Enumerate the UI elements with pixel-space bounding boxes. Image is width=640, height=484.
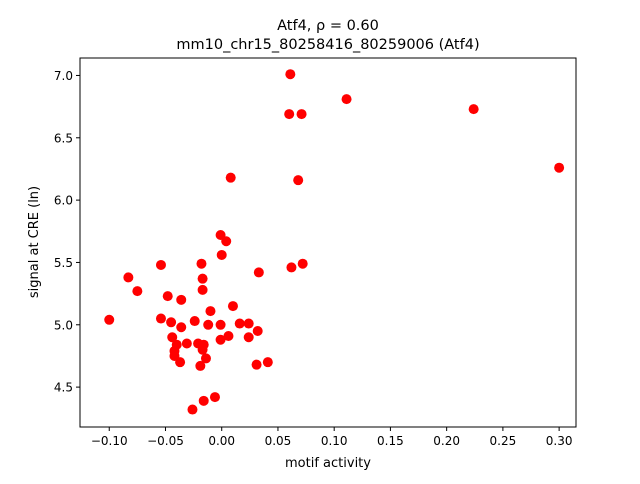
y-tick-label: 6.5 xyxy=(54,131,73,145)
y-tick-label: 5.0 xyxy=(54,318,73,332)
y-tick-label: 7.0 xyxy=(54,69,73,83)
data-point xyxy=(198,395,209,406)
points-layer xyxy=(104,69,565,415)
data-point xyxy=(468,104,479,115)
data-point xyxy=(176,322,187,333)
data-point xyxy=(104,314,115,325)
x-tick-label: 0.20 xyxy=(433,434,460,448)
chart-subtitle: mm10_chr15_80258416_80259006 (Atf4) xyxy=(176,37,479,53)
data-point xyxy=(205,306,216,317)
data-point xyxy=(285,69,296,80)
x-axis-label: motif activity xyxy=(285,456,371,471)
data-point xyxy=(197,273,208,284)
data-point xyxy=(197,344,208,355)
data-point xyxy=(195,360,206,371)
data-point xyxy=(286,262,297,273)
data-point xyxy=(155,259,166,270)
x-tick-label: −0.05 xyxy=(147,434,184,448)
data-point xyxy=(243,318,254,329)
data-point xyxy=(187,404,198,415)
data-point xyxy=(162,291,173,302)
data-point xyxy=(155,313,166,324)
x-tick-label: −0.10 xyxy=(91,434,128,448)
x-tick-label: 0.05 xyxy=(265,434,292,448)
data-point xyxy=(197,284,208,295)
y-tick-label: 4.5 xyxy=(54,381,73,395)
data-point xyxy=(293,175,304,186)
data-point xyxy=(223,330,234,341)
data-point xyxy=(209,392,220,403)
x-tick-label: 0.30 xyxy=(546,434,573,448)
data-point xyxy=(227,301,238,312)
data-point xyxy=(251,359,262,370)
x-tick-label: 0.25 xyxy=(490,434,517,448)
data-point xyxy=(196,258,207,269)
data-point xyxy=(341,94,352,105)
data-point xyxy=(175,357,186,368)
data-point xyxy=(234,318,245,329)
y-axis: 4.5 5.0 5.5 6.0 6.5 7.0 xyxy=(54,69,80,395)
data-point xyxy=(203,319,214,330)
data-point xyxy=(225,172,236,183)
data-point xyxy=(554,162,565,173)
x-tick-label: 0.15 xyxy=(377,434,404,448)
data-point xyxy=(215,334,226,345)
data-point xyxy=(284,109,295,120)
plot-frame xyxy=(79,57,577,428)
data-point xyxy=(181,338,192,349)
y-tick-label: 5.5 xyxy=(54,256,73,270)
x-tick-label: 0.10 xyxy=(321,434,348,448)
data-point xyxy=(262,357,273,368)
data-point xyxy=(296,109,307,120)
data-point xyxy=(243,332,254,343)
y-axis-label: signal at CRE (ln) xyxy=(27,186,42,298)
data-point xyxy=(123,272,134,283)
data-point xyxy=(166,317,177,328)
data-point xyxy=(215,319,226,330)
data-point xyxy=(216,249,227,260)
data-point xyxy=(297,258,308,269)
data-point xyxy=(200,353,211,364)
data-point xyxy=(221,236,232,247)
data-point xyxy=(252,326,263,337)
x-tick-label: 0.00 xyxy=(208,434,235,448)
data-point xyxy=(167,332,178,343)
x-axis: −0.10 −0.05 0.00 0.05 0.10 0.15 0.20 0.25 0.30 xyxy=(91,427,573,448)
data-point xyxy=(253,267,264,278)
chart-title: Atf4, ρ = 0.60 xyxy=(277,18,379,34)
data-point xyxy=(189,316,200,327)
y-tick-label: 6.0 xyxy=(54,194,73,208)
data-point xyxy=(176,294,187,305)
data-point xyxy=(132,286,143,297)
